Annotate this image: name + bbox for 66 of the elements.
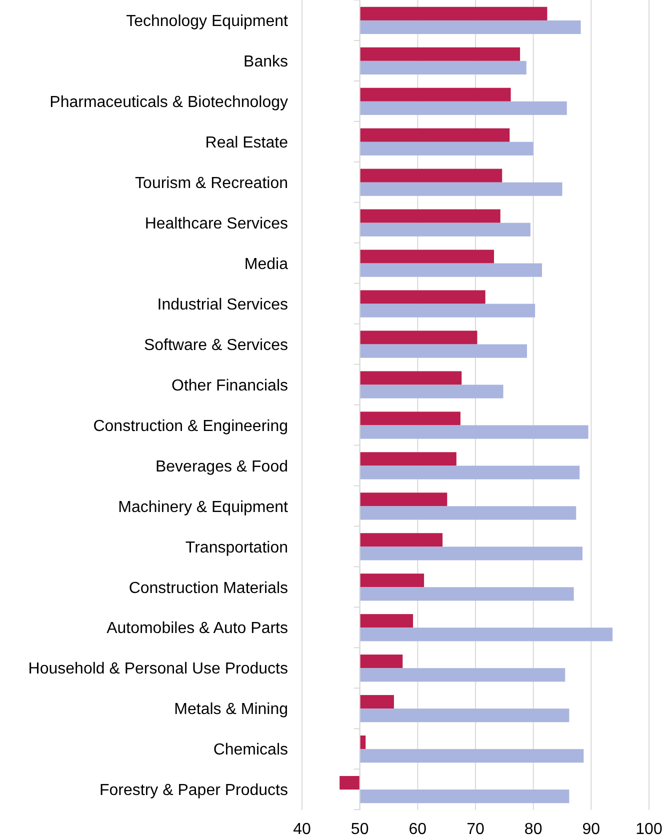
bar	[360, 628, 613, 642]
bar	[340, 776, 360, 790]
y-tick-label: Forestry & Paper Products	[99, 782, 288, 800]
y-tick-label: Technology Equipment	[126, 13, 289, 30]
bar	[360, 60, 526, 74]
y-tick-label: Pharmaceuticals & Biotechnology	[50, 94, 288, 111]
x-tick-label: 60	[408, 821, 427, 838]
y-tick-label: Other Financials	[172, 377, 288, 394]
x-tick-label: 80	[524, 821, 542, 838]
x-tick-label: 90	[582, 821, 600, 838]
bar	[360, 384, 504, 398]
bar	[360, 182, 562, 196]
bar	[360, 344, 527, 358]
bar	[360, 708, 570, 722]
y-tick-label: Automobiles & Auto Parts	[106, 620, 288, 638]
y-tick-label: Transportation	[185, 539, 288, 556]
bar	[360, 222, 530, 236]
bar	[360, 330, 478, 344]
bar	[360, 654, 403, 668]
bar	[360, 533, 443, 547]
y-tick-label: Real Estate	[205, 134, 288, 152]
bar	[360, 749, 584, 763]
bar	[360, 88, 511, 102]
y-tick-label: Healthcare Services	[144, 215, 288, 232]
bar	[360, 290, 486, 304]
bar	[360, 263, 542, 277]
x-tick-label: 100	[636, 821, 662, 838]
bar	[360, 452, 456, 466]
bar	[360, 6, 548, 20]
y-tick-label: Metals & Mining	[174, 701, 288, 718]
bar	[360, 47, 520, 61]
bar	[360, 506, 576, 520]
bar	[360, 168, 502, 182]
bar	[360, 209, 500, 223]
bar	[360, 250, 494, 264]
x-tick-label: 40	[293, 821, 311, 838]
bar	[360, 20, 581, 34]
y-tick-label: Media	[244, 256, 288, 273]
y-tick-label: Beverages & Food	[155, 458, 288, 476]
bar	[360, 614, 414, 628]
bar	[360, 128, 510, 142]
bar	[360, 425, 588, 439]
y-tick-label: Industrial Services	[157, 296, 288, 314]
y-tick-label: Machinery & Equipment	[118, 498, 289, 516]
bar	[360, 668, 566, 682]
bar	[360, 546, 582, 560]
x-tick-label: 50	[350, 821, 369, 838]
bar	[360, 574, 424, 588]
bar	[360, 412, 460, 426]
bar	[360, 371, 462, 385]
y-tick-label: Banks	[244, 54, 288, 71]
y-tick-label: Construction & Engineering	[93, 418, 288, 435]
bar	[360, 587, 574, 601]
bar	[360, 466, 580, 480]
x-tick-label: 70	[466, 821, 484, 838]
bar	[360, 695, 394, 709]
y-tick-label: Chemicals	[213, 742, 288, 759]
y-tick-label: Construction Materials	[128, 580, 288, 597]
y-tick-label: Household & Personal Use Products	[28, 660, 288, 678]
bar	[360, 304, 536, 318]
bar	[360, 101, 567, 115]
bar	[360, 790, 570, 804]
bar	[360, 142, 534, 156]
y-tick-label: Software & Services	[144, 336, 288, 354]
bar	[360, 492, 448, 506]
y-tick-label: Tourism & Recreation	[135, 174, 288, 192]
